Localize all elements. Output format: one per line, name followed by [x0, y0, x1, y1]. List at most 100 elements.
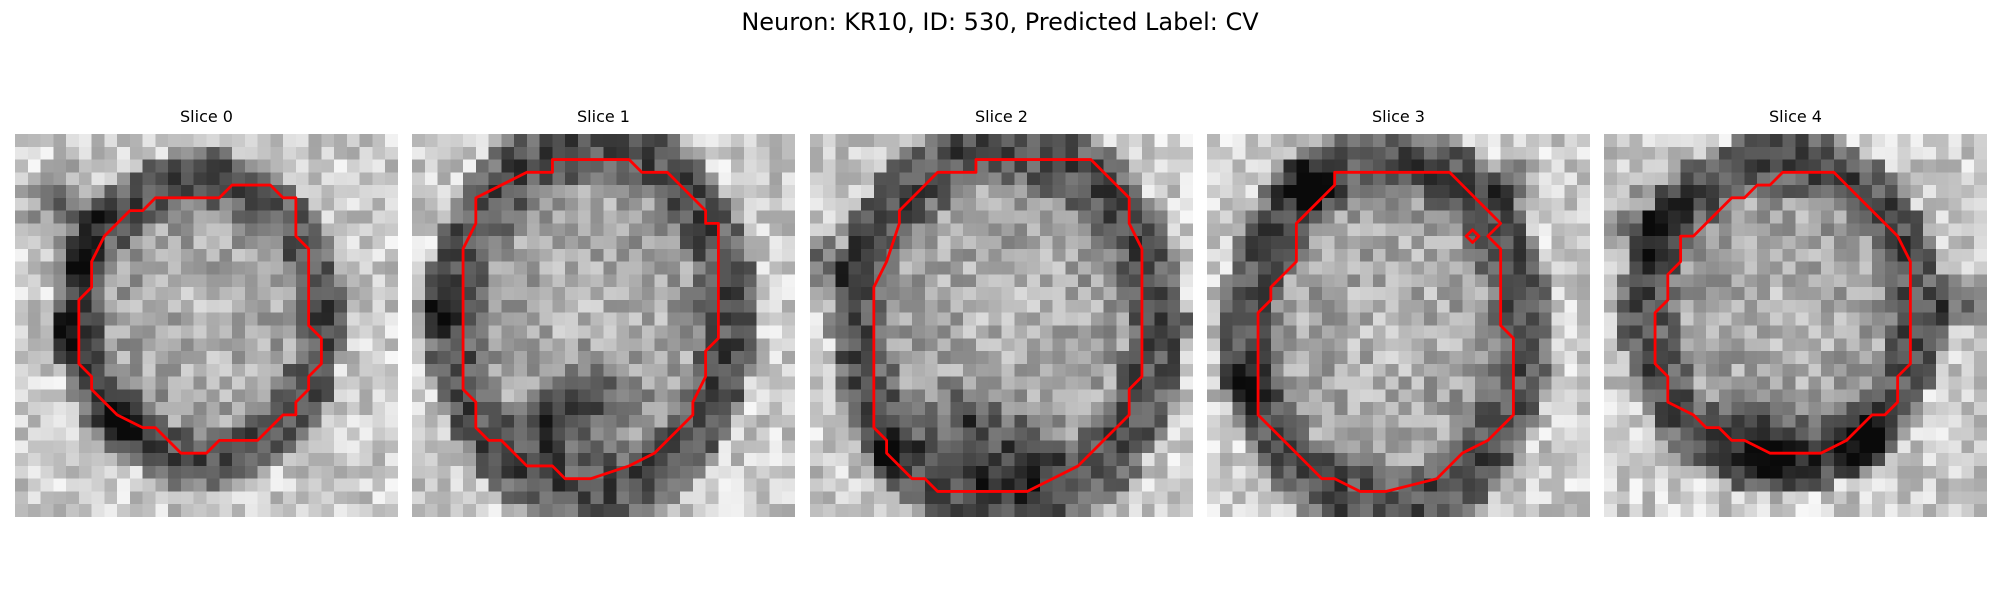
- pixel: [1551, 465, 1565, 479]
- pixel: [1321, 491, 1335, 505]
- pixel: [1207, 440, 1221, 454]
- pixel: [886, 274, 900, 288]
- pixel: [1833, 389, 1847, 403]
- pixel: [1180, 261, 1193, 275]
- pixel: [1424, 172, 1438, 186]
- pixel: [372, 287, 386, 301]
- pixel: [40, 299, 54, 313]
- pixel: [1090, 172, 1104, 186]
- pixel: [514, 185, 528, 199]
- pixel: [1808, 376, 1822, 390]
- pixel: [1910, 351, 1924, 365]
- pixel: [15, 402, 29, 416]
- pixel: [1500, 197, 1514, 211]
- pixel: [1334, 491, 1348, 505]
- pixel: [1207, 274, 1221, 288]
- pixel: [1129, 146, 1143, 160]
- pixel: [861, 274, 875, 288]
- pixel: [718, 440, 732, 454]
- pixel: [117, 389, 131, 403]
- pixel: [1846, 376, 1860, 390]
- pixel: [168, 185, 182, 199]
- pixel: [1667, 299, 1681, 313]
- pixel: [1629, 465, 1643, 479]
- pixel: [1782, 389, 1796, 403]
- pixel: [1655, 236, 1669, 250]
- pixel: [1424, 351, 1438, 365]
- pixel: [1090, 223, 1104, 237]
- pixel: [680, 389, 694, 403]
- pixel: [1245, 287, 1259, 301]
- pixel: [861, 210, 875, 224]
- pixel: [539, 261, 553, 275]
- pixel: [899, 491, 913, 505]
- pixel: [1475, 210, 1489, 224]
- pixel: [718, 274, 732, 288]
- pixel: [1706, 338, 1720, 352]
- pixel: [1027, 351, 1041, 365]
- pixel: [1513, 248, 1527, 262]
- pixel: [193, 376, 207, 390]
- pixel: [731, 453, 745, 467]
- pixel: [359, 325, 373, 339]
- pixel: [1141, 185, 1155, 199]
- pixel: [912, 146, 926, 160]
- pixel: [155, 261, 169, 275]
- pixel: [950, 414, 964, 428]
- pixel: [1065, 210, 1079, 224]
- pixel: [899, 236, 913, 250]
- pixel: [1616, 134, 1630, 148]
- pixel: [1769, 159, 1783, 173]
- pixel: [1052, 338, 1066, 352]
- pixel: [1039, 325, 1053, 339]
- pixel: [950, 453, 964, 467]
- pixel: [1974, 465, 1987, 479]
- pixel: [577, 146, 591, 160]
- pixel: [180, 274, 194, 288]
- pixel: [1411, 465, 1425, 479]
- pixel: [937, 504, 951, 517]
- pixel: [1309, 274, 1323, 288]
- pixel: [321, 504, 335, 517]
- pixel: [1718, 274, 1732, 288]
- pixel: [1052, 389, 1066, 403]
- pixel: [450, 351, 464, 365]
- pixel: [1424, 491, 1438, 505]
- pixel: [1296, 312, 1310, 326]
- pixel: [501, 134, 515, 148]
- pixel: [1526, 338, 1540, 352]
- pixel: [1141, 491, 1155, 505]
- pixel: [1001, 223, 1015, 237]
- pixel: [206, 210, 220, 224]
- pixel: [603, 223, 617, 237]
- pixel: [308, 146, 322, 160]
- pixel: [475, 478, 489, 492]
- pixel: [1372, 299, 1386, 313]
- pixel: [616, 261, 630, 275]
- pixel: [1141, 236, 1155, 250]
- pixel: [1859, 261, 1873, 275]
- pixel: [1935, 274, 1949, 288]
- pixel: [1411, 414, 1425, 428]
- pixel: [1757, 146, 1771, 160]
- pixel: [1923, 465, 1937, 479]
- pixel: [1487, 478, 1501, 492]
- pixel: [1424, 363, 1438, 377]
- pixel: [155, 351, 169, 365]
- pixel: [782, 465, 795, 479]
- pixel: [412, 453, 426, 467]
- pixel: [129, 134, 143, 148]
- pixel: [463, 491, 477, 505]
- pixel: [1795, 134, 1809, 148]
- pixel: [475, 287, 489, 301]
- pixel: [412, 389, 426, 403]
- pixel: [1270, 185, 1284, 199]
- pixel: [155, 236, 169, 250]
- pixel: [1258, 197, 1272, 211]
- pixel: [1910, 146, 1924, 160]
- pixel: [705, 185, 719, 199]
- pixel: [616, 185, 630, 199]
- pixel: [1372, 338, 1386, 352]
- pixel: [1821, 376, 1835, 390]
- pixel: [91, 312, 105, 326]
